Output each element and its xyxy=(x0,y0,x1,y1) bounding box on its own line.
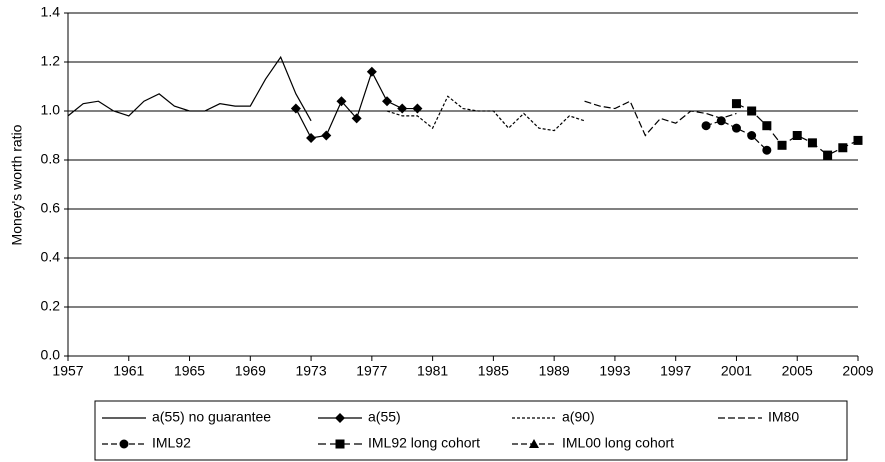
x-tick-label: 1993 xyxy=(599,363,630,379)
x-tick-label: 2001 xyxy=(721,363,752,379)
point xyxy=(792,131,802,140)
legend-label: IML92 long cohort xyxy=(368,435,480,451)
point xyxy=(306,132,317,143)
point xyxy=(716,116,726,126)
point xyxy=(762,145,772,155)
legend-label: IML00 long cohort xyxy=(562,435,674,451)
x-tick-label: 1981 xyxy=(417,363,448,379)
point xyxy=(807,138,817,148)
legend-box xyxy=(94,400,848,461)
point xyxy=(351,113,362,124)
legend-label: a(55) xyxy=(368,409,401,425)
legend-marker xyxy=(335,439,345,449)
legend-marker xyxy=(119,439,129,449)
x-tick-label: 1997 xyxy=(660,363,691,379)
x-tick-label: 1961 xyxy=(113,363,144,379)
x-tick-label: 2005 xyxy=(782,363,813,379)
series-line xyxy=(67,55,312,122)
point xyxy=(336,96,347,107)
point xyxy=(321,130,332,141)
legend-label: IM80 xyxy=(768,409,799,425)
y-tick-label: 0.4 xyxy=(41,249,61,265)
x-tick-label: 1957 xyxy=(52,363,83,379)
point xyxy=(777,140,787,150)
y-tick-label: 1.0 xyxy=(41,102,61,118)
x-tick-label: 1977 xyxy=(356,363,387,379)
legend-label: IML92 xyxy=(152,435,191,451)
legend-label: a(90) xyxy=(562,409,595,425)
y-tick-label: 1.2 xyxy=(41,53,61,69)
y-axis-label: Money's worth ratio xyxy=(9,124,25,245)
point xyxy=(290,103,301,114)
legend-marker xyxy=(529,439,539,448)
series-line xyxy=(295,70,418,139)
x-tick-label: 1989 xyxy=(539,363,570,379)
y-tick-label: 0.6 xyxy=(41,200,61,216)
point xyxy=(701,121,711,131)
x-tick-label: 1973 xyxy=(295,363,326,379)
x-tick-label: 2009 xyxy=(842,363,873,379)
y-tick-label: 1.4 xyxy=(41,4,61,20)
point xyxy=(731,99,741,109)
point xyxy=(366,66,377,77)
point xyxy=(838,143,848,153)
point xyxy=(747,106,757,116)
point xyxy=(382,96,393,107)
point xyxy=(397,103,408,114)
y-tick-label: 0.0 xyxy=(41,347,61,363)
x-tick-label: 1965 xyxy=(174,363,205,379)
y-tick-label: 0.2 xyxy=(41,298,61,314)
point xyxy=(823,150,833,160)
legend-marker xyxy=(335,413,345,423)
x-tick-label: 1985 xyxy=(478,363,509,379)
series-line xyxy=(584,100,737,137)
point xyxy=(762,121,772,131)
legend-label: a(55) no guarantee xyxy=(152,409,271,425)
point xyxy=(731,123,741,133)
point xyxy=(747,131,757,140)
point xyxy=(412,103,423,114)
series-line xyxy=(386,95,585,132)
x-tick-label: 1969 xyxy=(235,363,266,379)
y-tick-label: 0.8 xyxy=(41,151,61,167)
point xyxy=(853,135,863,145)
